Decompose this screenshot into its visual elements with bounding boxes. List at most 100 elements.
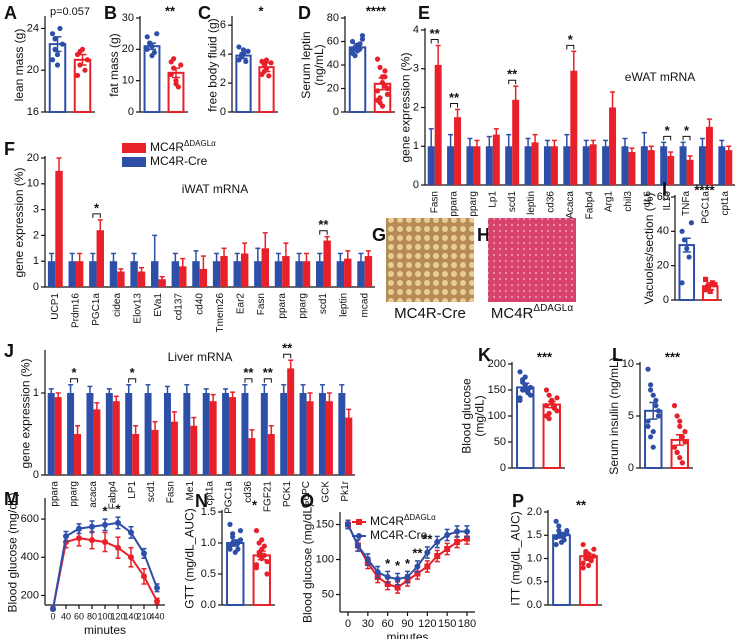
y-tick-label: 1: [413, 140, 419, 152]
error-bar: [184, 384, 190, 402]
significance: *: [405, 556, 411, 571]
panel-letter: O: [300, 491, 314, 511]
data-point: [263, 57, 270, 63]
x-tick-label: 440: [149, 611, 164, 621]
error-bar: [610, 91, 616, 124]
data-point: [527, 384, 534, 390]
data-point: [141, 550, 147, 557]
y-tick-label: 0: [500, 462, 506, 474]
y-tick-label: 30: [122, 12, 134, 24]
category-label: mcad: [359, 293, 370, 317]
data-point: [645, 418, 651, 424]
data-point: [256, 552, 262, 559]
bar: [267, 434, 275, 475]
bar: [209, 401, 217, 475]
y-tick-label: 40: [327, 59, 339, 71]
data-point: [682, 439, 688, 445]
data-point: [77, 48, 83, 55]
y-tick-label: 0: [128, 106, 134, 118]
data-point: [89, 537, 95, 544]
category-label: chil3: [623, 191, 634, 212]
y-axis-label: ITT (mg/dL_AUC): [509, 511, 523, 605]
data-point: [580, 541, 586, 548]
bar: [220, 256, 228, 287]
error-bar: [337, 252, 343, 270]
significance: *: [115, 502, 121, 517]
data-point: [115, 519, 121, 526]
error-bar: [435, 44, 441, 85]
bar: [68, 261, 76, 287]
data-point: [517, 397, 523, 403]
y-tick-label: 100: [488, 410, 506, 422]
bar: [505, 146, 513, 185]
x-tick-label: 60: [382, 618, 394, 630]
data-point: [240, 47, 247, 53]
legend-entry: MC4R-Cre: [150, 154, 208, 168]
error-bar: [234, 252, 240, 270]
bar: [222, 393, 230, 475]
x-axis-label: minutes: [84, 623, 126, 637]
significance-bracket: [92, 213, 101, 218]
y-tick-label: 3: [33, 204, 39, 216]
error-bar: [506, 133, 512, 159]
significance: *: [72, 365, 78, 380]
error-bar: [283, 242, 289, 270]
bar: [171, 261, 180, 287]
bar: [609, 107, 617, 185]
bar: [316, 261, 324, 287]
data-point: [261, 543, 267, 549]
significance: *: [385, 556, 391, 571]
error-bar: [339, 384, 345, 402]
data-point: [227, 546, 233, 552]
data-point: [49, 31, 56, 37]
panel-label: Liver mRNA: [168, 350, 233, 364]
data-point: [115, 544, 121, 551]
bar: [229, 397, 237, 475]
error-bar: [242, 242, 248, 265]
data-point: [128, 529, 134, 536]
data-point: [688, 220, 695, 226]
data-point: [556, 532, 562, 538]
error-bar: [699, 137, 705, 155]
category-label: leptin: [526, 191, 537, 215]
data-point: [454, 539, 461, 545]
data-point: [424, 563, 431, 570]
data-point: [655, 413, 662, 419]
bar: [137, 271, 146, 287]
significance-bracket: [682, 135, 691, 141]
bar: [54, 397, 62, 475]
significance: *: [568, 32, 574, 47]
category-label: cd36: [546, 191, 557, 213]
error-bar: [221, 247, 227, 265]
data-point: [671, 403, 678, 409]
error-bar: [358, 252, 364, 270]
significance: **: [263, 365, 274, 380]
y-tick-label: 200: [488, 358, 506, 370]
error-bar: [486, 135, 492, 157]
bar: [299, 393, 307, 475]
y-tick-label: 4: [413, 24, 419, 36]
bar: [74, 434, 82, 475]
data-point: [374, 569, 381, 576]
bar: [434, 64, 442, 185]
data-point: [556, 523, 562, 529]
bar: [67, 393, 75, 475]
bar: [248, 438, 256, 475]
y-tick-label: 150: [488, 384, 506, 396]
bar: [582, 146, 590, 185]
bar: [112, 401, 120, 475]
data-point: [84, 57, 91, 63]
panel-letter: L: [612, 345, 623, 365]
bar: [563, 146, 571, 185]
bar: [348, 46, 367, 113]
y-tick-label: 4: [220, 48, 226, 60]
bar: [183, 393, 191, 475]
legend-name: MC4R: [150, 140, 184, 154]
y-tick-label: 0: [33, 469, 39, 481]
significance-bracket: [128, 378, 137, 383]
error-bar: [583, 139, 589, 153]
x-tick-label: 100: [97, 611, 112, 621]
error-bar: [145, 384, 151, 402]
data-point: [543, 387, 550, 393]
data-point: [677, 455, 683, 461]
